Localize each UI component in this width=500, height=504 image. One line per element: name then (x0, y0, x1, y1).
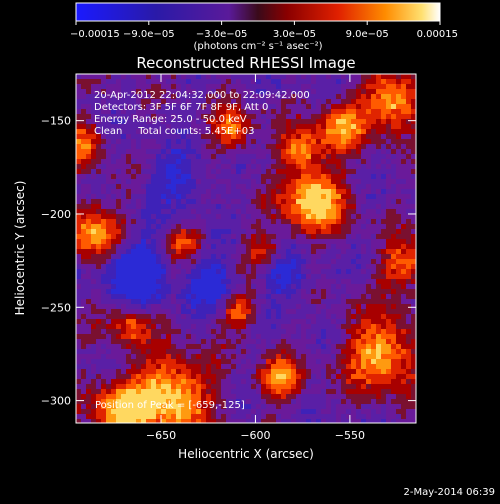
y-tick-label: −150 (41, 115, 71, 128)
colorbar-unit-label: (photons cm⁻² s⁻¹ asec⁻²) (193, 41, 322, 52)
heatmap-image (76, 74, 416, 423)
y-tick-label: −250 (41, 301, 71, 314)
y-tick-label: −300 (41, 395, 71, 408)
x-axis-ticks: −650 −600 −550 (146, 74, 365, 442)
annotation-time-range: 20-Apr-2012 22:04:32.000 to 22:09:42.000 (94, 90, 310, 101)
annotation-total-counts: Clean Total counts: 5.45E+03 (94, 126, 254, 137)
colorbar-tick-labels: −0.00015 −9.0e−05 −3.0e−05 3.0e−05 9.0e−05 0.… (70, 29, 458, 40)
peak-position-label: Position of Peak = [-659,-125] (95, 400, 245, 411)
colorbar-ticks (75, 21, 441, 25)
annotation-detectors: Detectors: 3F 5F 6F 7F 8F 9F, Att 0 (94, 102, 268, 113)
plot-frame (75, 73, 417, 424)
x-tick-label: −650 (146, 429, 176, 442)
x-axis-label: Heliocentric X (arcsec) (178, 447, 314, 461)
y-axis-ticks: −150 −200 −250 −300 (41, 115, 416, 408)
y-axis-label: Heliocentric Y (arcsec) (13, 181, 27, 316)
colorbar-tick-label: 3.0e−05 (273, 29, 316, 40)
footer-date: 2-May-2014 06:39 (403, 487, 495, 498)
x-tick-label: −600 (240, 429, 270, 442)
x-tick-label: −550 (335, 429, 365, 442)
y-tick-label: −200 (41, 208, 71, 221)
chart-title: Reconstructed RHESSI Image (136, 54, 355, 72)
colorbar-tick-label: 9.0e−05 (346, 29, 389, 40)
colorbar-tick-label: −0.00015 (70, 29, 120, 40)
colorbar-tick-label: −3.0e−05 (196, 29, 248, 40)
colorbar (75, 2, 441, 22)
annotation-energy-range: Energy Range: 25.0 - 50.0 keV (94, 114, 247, 125)
colorbar-tick-label: 0.00015 (417, 29, 458, 40)
colorbar-tick-label: −9.0e−05 (123, 29, 175, 40)
